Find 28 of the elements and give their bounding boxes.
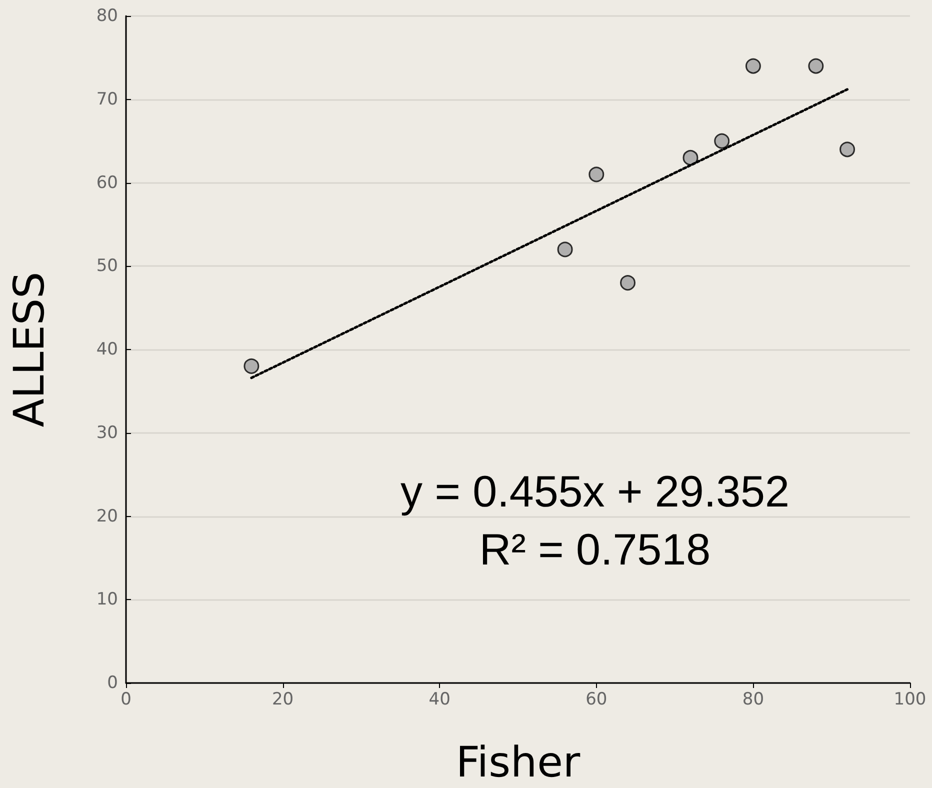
point <box>588 166 604 182</box>
x-tick-label: 0 <box>120 690 132 710</box>
y-tick-label: 0 <box>107 673 118 693</box>
annotation: R² = 0.7518 <box>479 526 711 574</box>
x-tick-label: 20 <box>272 690 294 710</box>
annotation: y = 0.455x + 29.352 <box>400 468 790 516</box>
point <box>557 242 573 258</box>
y-tick-label: 30 <box>96 422 118 443</box>
y-tick-label: 20 <box>96 506 118 526</box>
x-tick-label: 80 <box>742 690 764 710</box>
y-tick-label: 80 <box>96 6 118 26</box>
point <box>682 150 698 166</box>
point <box>840 142 856 158</box>
point <box>714 133 730 149</box>
y-tick-label: 70 <box>96 89 118 110</box>
point <box>745 58 761 74</box>
x-axis-title: Fisher <box>456 738 581 786</box>
y-tick-label: 10 <box>96 590 118 610</box>
y-tick-label: 40 <box>96 340 118 360</box>
y-tick-label: 50 <box>96 256 118 276</box>
y-axis-title: ALLESS <box>4 272 54 428</box>
point <box>808 58 824 74</box>
x-tick-label: 100 <box>894 690 926 710</box>
y-tick-label: 60 <box>96 172 118 193</box>
point <box>244 358 260 374</box>
x-tick-label: 60 <box>586 690 608 710</box>
point <box>620 275 636 291</box>
x-tick-label: 40 <box>428 690 450 710</box>
